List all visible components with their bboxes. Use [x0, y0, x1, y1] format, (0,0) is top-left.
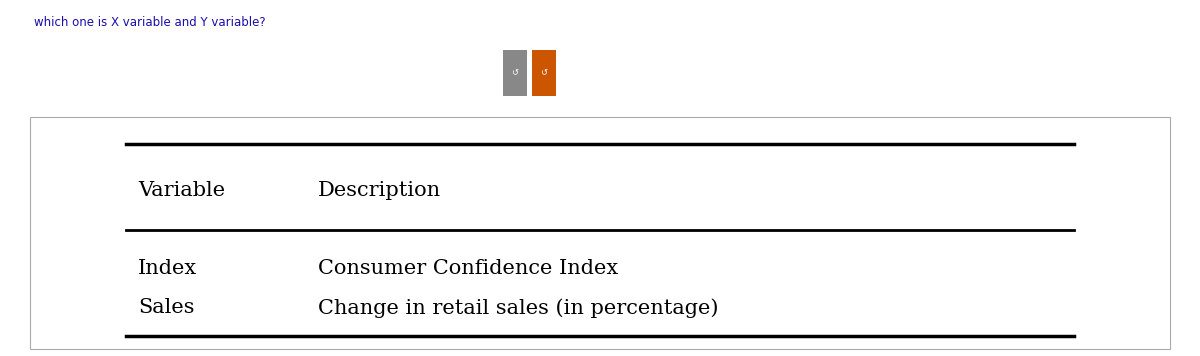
- Text: which one is X variable and Y variable?: which one is X variable and Y variable?: [34, 16, 265, 29]
- Text: Change in retail sales (in percentage): Change in retail sales (in percentage): [318, 298, 719, 318]
- Text: Index: Index: [138, 259, 197, 278]
- Text: Variable: Variable: [138, 181, 226, 200]
- Text: ↺: ↺: [540, 68, 547, 78]
- Text: ↺: ↺: [511, 68, 518, 78]
- Text: Description: Description: [318, 181, 442, 200]
- Text: Sales: Sales: [138, 298, 194, 318]
- Text: Consumer Confidence Index: Consumer Confidence Index: [318, 259, 618, 278]
